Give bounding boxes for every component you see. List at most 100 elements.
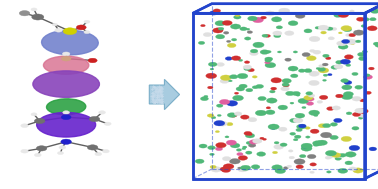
Circle shape <box>352 112 361 116</box>
Circle shape <box>244 131 252 135</box>
Circle shape <box>336 94 343 98</box>
Circle shape <box>328 74 332 76</box>
Circle shape <box>245 61 250 64</box>
Circle shape <box>222 20 232 25</box>
Circle shape <box>282 79 291 83</box>
Circle shape <box>290 118 298 123</box>
Circle shape <box>84 31 90 34</box>
Circle shape <box>299 154 306 158</box>
Circle shape <box>209 11 218 15</box>
Circle shape <box>265 61 270 64</box>
Circle shape <box>340 59 350 64</box>
Circle shape <box>286 91 294 96</box>
Circle shape <box>304 69 312 73</box>
Circle shape <box>352 96 361 101</box>
Circle shape <box>330 135 338 139</box>
Circle shape <box>265 11 275 16</box>
Circle shape <box>345 39 356 44</box>
Circle shape <box>195 159 204 163</box>
Circle shape <box>321 132 332 138</box>
Circle shape <box>84 20 90 23</box>
Circle shape <box>76 25 86 30</box>
Circle shape <box>217 63 225 66</box>
Circle shape <box>290 74 298 78</box>
Circle shape <box>262 34 268 37</box>
Circle shape <box>250 49 258 53</box>
Circle shape <box>363 20 367 22</box>
Circle shape <box>344 92 353 97</box>
Circle shape <box>292 91 301 96</box>
Circle shape <box>61 139 71 144</box>
Circle shape <box>322 124 331 128</box>
Circle shape <box>301 143 312 149</box>
Circle shape <box>87 145 98 150</box>
Circle shape <box>217 104 223 107</box>
Circle shape <box>367 26 377 31</box>
Circle shape <box>310 50 315 52</box>
Circle shape <box>274 34 281 38</box>
Circle shape <box>364 74 370 77</box>
Circle shape <box>334 118 342 123</box>
Circle shape <box>200 97 208 101</box>
Ellipse shape <box>43 56 89 74</box>
Circle shape <box>317 101 323 103</box>
Circle shape <box>290 102 294 104</box>
Circle shape <box>305 127 310 129</box>
Circle shape <box>360 99 366 102</box>
Circle shape <box>208 146 215 150</box>
Circle shape <box>245 37 251 40</box>
Circle shape <box>306 97 314 101</box>
Circle shape <box>253 139 262 143</box>
Circle shape <box>310 129 319 133</box>
Circle shape <box>204 95 208 98</box>
Circle shape <box>266 98 277 103</box>
Circle shape <box>34 153 41 157</box>
Circle shape <box>271 78 282 83</box>
Circle shape <box>370 9 378 13</box>
Circle shape <box>223 164 234 169</box>
Circle shape <box>263 52 267 54</box>
Circle shape <box>63 111 70 114</box>
Circle shape <box>271 17 282 22</box>
Circle shape <box>313 50 321 54</box>
Circle shape <box>287 165 292 168</box>
Circle shape <box>245 133 255 138</box>
Ellipse shape <box>33 71 99 97</box>
Circle shape <box>305 136 310 138</box>
Circle shape <box>203 33 212 37</box>
Circle shape <box>242 148 246 150</box>
Circle shape <box>358 117 363 119</box>
Circle shape <box>309 80 319 86</box>
Circle shape <box>226 140 237 145</box>
Circle shape <box>298 69 305 72</box>
Circle shape <box>246 141 253 144</box>
Ellipse shape <box>42 30 98 55</box>
Circle shape <box>249 51 258 56</box>
Circle shape <box>63 28 77 35</box>
Circle shape <box>207 114 214 117</box>
Circle shape <box>301 146 312 151</box>
Circle shape <box>21 124 28 128</box>
Circle shape <box>32 14 44 20</box>
Circle shape <box>266 110 275 115</box>
Circle shape <box>336 60 343 64</box>
Circle shape <box>214 120 225 126</box>
Circle shape <box>257 152 266 156</box>
Circle shape <box>314 114 318 116</box>
Circle shape <box>334 64 343 69</box>
Circle shape <box>216 143 226 148</box>
Circle shape <box>294 135 301 139</box>
Circle shape <box>266 107 271 109</box>
Circle shape <box>230 143 240 148</box>
Circle shape <box>294 159 305 164</box>
Circle shape <box>322 63 328 66</box>
Circle shape <box>235 14 240 17</box>
Circle shape <box>261 16 266 19</box>
Circle shape <box>238 167 248 172</box>
Circle shape <box>243 146 247 148</box>
Circle shape <box>236 87 245 91</box>
Circle shape <box>229 75 238 79</box>
Circle shape <box>256 84 263 88</box>
Circle shape <box>338 12 349 18</box>
Circle shape <box>298 98 308 104</box>
